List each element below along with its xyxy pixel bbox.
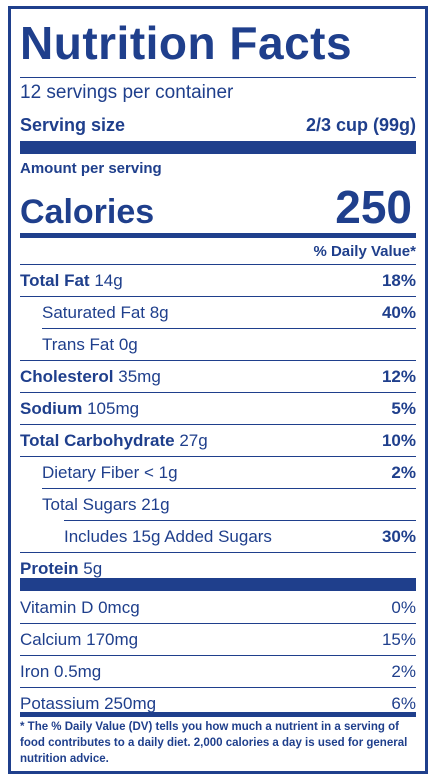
vitamin-row-vitamin-d: Vitamin D 0mcg 0% (20, 592, 416, 623)
nutrient-dv: 18% (381, 271, 416, 290)
nutrient-row-cholesterol: Cholesterol 35mg 12% (20, 361, 416, 392)
divider-thin (20, 623, 416, 624)
divider-thin (20, 552, 416, 553)
vitamin-name: Vitamin D 0mcg (20, 598, 140, 617)
vitamin-dv: 15% (381, 630, 416, 649)
nutrient-name: Total Sugars 21g (42, 495, 170, 514)
nutrient-row-protein: Protein 5g (20, 553, 416, 584)
nutrient-dv: 40% (381, 303, 416, 322)
daily-value-footnote: * The % Daily Value (DV) tells you how m… (20, 721, 408, 765)
nutrient-name: Protein (20, 559, 79, 578)
divider-thin (20, 424, 416, 425)
divider-thick (20, 141, 416, 154)
divider-thin (20, 392, 416, 393)
divider-thin (20, 655, 416, 656)
label-title: Nutrition Facts (20, 17, 353, 69)
amount-per-serving: Amount per serving (20, 160, 162, 177)
serving-size-value: 2/3 cup (99g) (305, 115, 416, 135)
divider-thin (20, 687, 416, 688)
nutrient-list: Total Fat 14g 18% Saturated Fat 8g 40% T… (20, 265, 416, 578)
divider-medium (20, 233, 416, 238)
calories-row: Calories 250 (20, 177, 416, 233)
divider-thin (20, 264, 416, 265)
nutrient-row-trans-fat: Trans Fat 0g (20, 329, 416, 360)
divider-thin (20, 77, 416, 78)
divider-thick (20, 578, 416, 591)
calories-value: 250 (335, 181, 412, 233)
nutrient-amount: 105mg (87, 399, 140, 418)
nutrient-name: Dietary Fiber < 1g (42, 463, 178, 482)
calories-label: Calories (20, 193, 155, 231)
nutrient-amount: 27g (179, 431, 208, 450)
divider-thin (20, 456, 416, 457)
serving-size-label: Serving size (20, 115, 126, 135)
divider-thin (64, 520, 416, 521)
nutrient-amount: 14g (94, 271, 123, 290)
nutrient-row-total-fat: Total Fat 14g 18% (20, 265, 416, 296)
vitamin-row-calcium: Calcium 170mg 15% (20, 624, 416, 655)
nutrient-name: Total Fat (20, 271, 90, 290)
divider-thin (42, 328, 416, 329)
vitamin-dv: 6% (391, 694, 416, 713)
vitamin-dv: 2% (391, 662, 416, 681)
daily-value-header: % Daily Value* (313, 243, 416, 260)
nutrient-name: Trans Fat 0g (42, 335, 138, 354)
nutrient-amount: 5g (83, 559, 103, 578)
vitamin-name: Calcium 170mg (20, 630, 139, 649)
divider-medium (20, 712, 416, 717)
vitamin-dv: 0% (391, 598, 416, 617)
nutrient-row-sodium: Sodium 105mg 5% (20, 393, 416, 424)
vitamin-list: Vitamin D 0mcg 0% Calcium 170mg 15% Iron… (20, 592, 416, 713)
divider-thin (20, 360, 416, 361)
nutrient-row-added-sugars: Includes 15g Added Sugars 30% (20, 521, 416, 552)
nutrient-row-saturated-fat: Saturated Fat 8g 40% (20, 297, 416, 328)
vitamin-row-iron: Iron 0.5mg 2% (20, 656, 416, 687)
nutrient-row-total-sugars: Total Sugars 21g (20, 489, 416, 520)
nutrition-facts-label: Nutrition Facts 12 servings per containe… (8, 6, 428, 774)
nutrient-dv: 30% (381, 527, 416, 546)
nutrient-dv: 12% (381, 367, 416, 386)
nutrient-row-dietary-fiber: Dietary Fiber < 1g 2% (20, 457, 416, 488)
divider-thin (20, 296, 416, 297)
vitamin-row-potassium: Potassium 250mg 6% (20, 688, 416, 719)
vitamin-name: Potassium 250mg (20, 694, 157, 713)
nutrient-dv: 5% (391, 399, 416, 418)
vitamin-name: Iron 0.5mg (20, 662, 102, 681)
nutrient-name: Cholesterol (20, 367, 114, 386)
serving-size-row: Serving size 2/3 cup (99g) (20, 112, 416, 138)
servings-per-container: 12 servings per container (20, 82, 234, 103)
nutrient-name: Sodium (20, 399, 83, 418)
nutrient-name: Total Carbohydrate (20, 431, 175, 450)
nutrient-row-total-carbohydrate: Total Carbohydrate 27g 10% (20, 425, 416, 456)
nutrient-name: Includes 15g Added Sugars (64, 527, 272, 546)
nutrient-name: Saturated Fat 8g (42, 303, 169, 322)
nutrient-amount: 35mg (118, 367, 161, 386)
divider-thin (42, 488, 416, 489)
nutrient-dv: 10% (381, 431, 416, 450)
nutrient-dv: 2% (391, 463, 416, 482)
